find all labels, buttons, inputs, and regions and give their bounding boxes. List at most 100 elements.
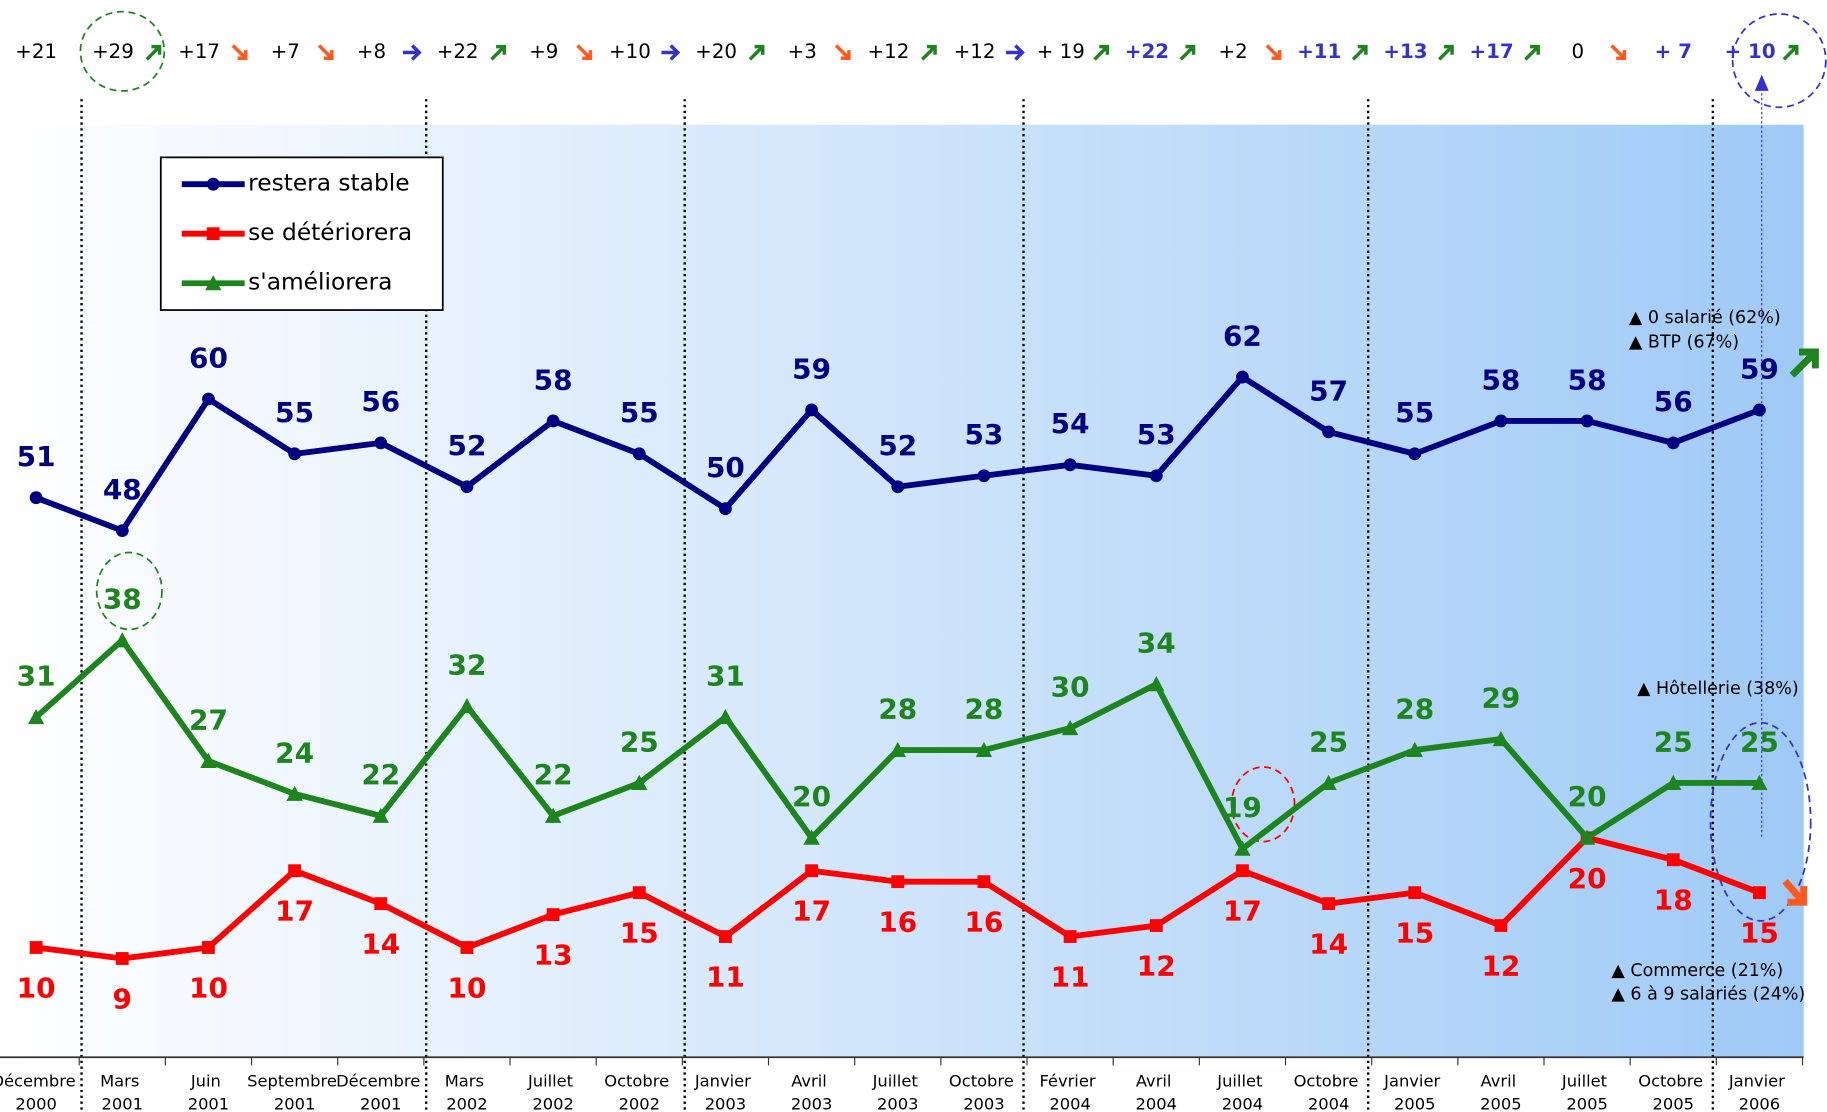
point xyxy=(1061,719,1079,736)
data-label: 10 xyxy=(17,971,56,1004)
point xyxy=(200,752,217,769)
x-tick-label: Juillet 2002 xyxy=(527,1071,578,1112)
balance-label: +10 xyxy=(609,40,651,63)
data-label: 56 xyxy=(361,385,400,418)
legend-label: se détériorera xyxy=(248,219,412,246)
point xyxy=(29,941,43,954)
data-label: 52 xyxy=(878,429,917,462)
trend-arrow xyxy=(1437,44,1454,61)
x-tick-label: Juillet 2004 xyxy=(1216,1071,1267,1112)
data-label: 22 xyxy=(361,758,400,791)
balance-label: +22 xyxy=(1125,40,1169,63)
data-label: 32 xyxy=(447,649,486,682)
data-label: 58 xyxy=(534,363,573,396)
trend-arrow xyxy=(834,44,851,61)
point xyxy=(288,864,302,878)
point xyxy=(805,864,819,878)
data-label: 18 xyxy=(1654,884,1693,917)
data-label: 55 xyxy=(620,396,659,429)
annotation: ▲ 6 à 9 salariés (24%) xyxy=(1611,984,1805,1004)
annotation: ▲ BTP (67%) xyxy=(1629,333,1739,353)
point xyxy=(202,392,215,406)
data-label: 16 xyxy=(964,906,1003,939)
legend-marker xyxy=(206,177,220,191)
data-label: 14 xyxy=(361,928,400,961)
point xyxy=(1406,741,1423,758)
point xyxy=(1148,676,1165,692)
data-label: 19 xyxy=(1223,791,1262,824)
highlight-circle xyxy=(79,10,166,92)
data-label: 60 xyxy=(189,341,228,374)
data-label: 28 xyxy=(1395,692,1434,725)
balance-label: +3 xyxy=(788,40,817,63)
trend-arrow xyxy=(748,44,765,61)
trend-arrow xyxy=(661,44,681,61)
point xyxy=(458,697,476,714)
data-label: 29 xyxy=(1481,681,1520,714)
point xyxy=(1753,886,1766,900)
legend-marker xyxy=(205,275,222,291)
highlight-circle xyxy=(1709,721,1812,922)
data-label: 13 xyxy=(534,939,573,972)
point xyxy=(977,875,991,889)
data-label: 10 xyxy=(189,971,228,1004)
trend-arrow xyxy=(1610,44,1627,61)
trend-arrow xyxy=(1265,44,1282,61)
data-label: 28 xyxy=(878,692,917,725)
point xyxy=(717,708,734,725)
x-tick-label: Janvier 2003 xyxy=(694,1071,756,1112)
balance-label: +20 xyxy=(695,40,737,63)
data-label: 52 xyxy=(447,429,486,462)
trend-arrow xyxy=(402,44,422,61)
point xyxy=(1751,774,1768,790)
x-tick-label: Septembre 2001 xyxy=(247,1071,342,1112)
data-label: 20 xyxy=(792,780,831,813)
point xyxy=(1236,864,1249,878)
data-label: 59 xyxy=(1740,352,1779,385)
trend-arrow xyxy=(576,44,593,61)
x-tick-label: Janvier 2005 xyxy=(1383,1071,1445,1112)
trend-arrow xyxy=(1524,44,1540,61)
point xyxy=(631,774,648,790)
balance-label: +12 xyxy=(954,40,996,63)
trend-arrow xyxy=(921,44,937,61)
data-label: 25 xyxy=(1654,725,1693,758)
data-label: 51 xyxy=(17,440,56,473)
point xyxy=(1665,774,1682,790)
data-label: 25 xyxy=(620,725,659,758)
data-label: 15 xyxy=(620,917,659,950)
data-label: 12 xyxy=(1481,950,1520,983)
legend-label: s'améliorera xyxy=(248,269,392,296)
point xyxy=(374,436,388,450)
x-tick-label: Avril 2005 xyxy=(1480,1071,1521,1112)
point xyxy=(286,785,303,801)
x-tick-label: Avril 2004 xyxy=(1136,1071,1177,1112)
trend-arrow-up xyxy=(1789,348,1819,378)
x-tick-label: Octobre 2002 xyxy=(604,1071,674,1112)
trend-arrow xyxy=(1179,44,1196,61)
data-label: 20 xyxy=(1568,780,1607,813)
point xyxy=(1236,370,1249,384)
balance-label: + 10 xyxy=(1725,40,1776,63)
x-tick-label: Janvier 2006 xyxy=(1728,1071,1790,1112)
data-label: 17 xyxy=(275,895,314,928)
x-tick-label: Juin 2001 xyxy=(188,1071,229,1112)
x-tick-label: Février 2004 xyxy=(1039,1071,1100,1112)
data-label: 55 xyxy=(1395,396,1434,429)
data-label: 31 xyxy=(17,659,56,692)
x-tick-label: Juillet 2005 xyxy=(1561,1071,1612,1112)
data-label: 50 xyxy=(706,451,745,484)
point xyxy=(460,480,474,494)
point xyxy=(1234,840,1251,856)
data-label: 27 xyxy=(189,703,228,736)
point xyxy=(1149,469,1163,483)
x-tick-label: Mars 2002 xyxy=(445,1071,489,1112)
data-label: 14 xyxy=(1309,928,1348,961)
point xyxy=(115,524,129,538)
x-tick-label: Octobre 2005 xyxy=(1638,1071,1708,1112)
point xyxy=(1492,730,1510,747)
point xyxy=(1408,886,1422,900)
legend: restera stable se détériorera s'améliorera xyxy=(159,156,444,311)
trend-arrow xyxy=(1006,44,1025,61)
